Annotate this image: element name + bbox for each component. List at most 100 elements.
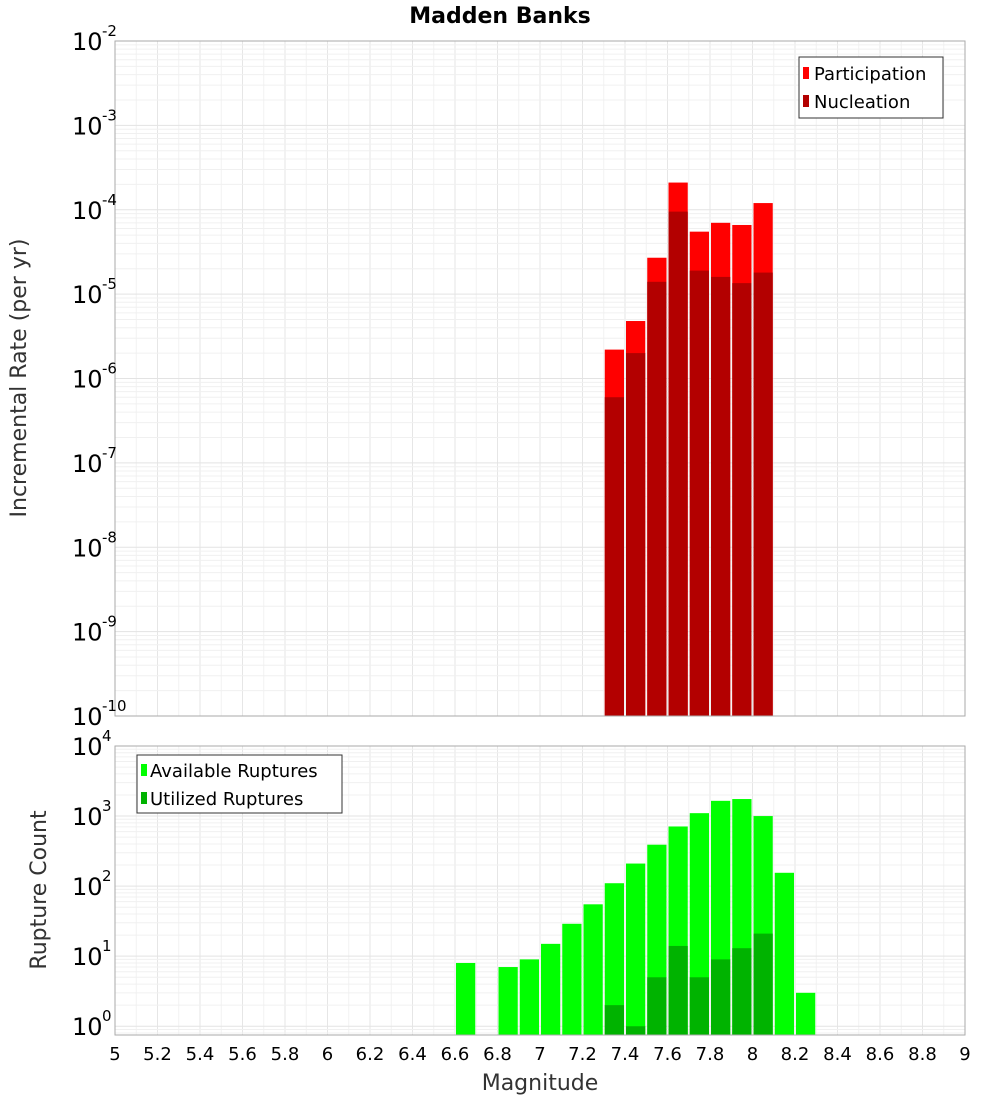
bar-available-ruptures	[541, 943, 561, 1035]
bottom-panel-y-label: Rupture Count	[27, 810, 52, 970]
y-tick-label: 10	[72, 1013, 103, 1041]
legend-swatch-nucleation	[803, 95, 809, 107]
y-tick-exponent: -8	[102, 528, 117, 546]
legend-swatch-available-ruptures	[141, 764, 147, 776]
bar-nucleation	[668, 211, 688, 716]
bar-utilized-ruptures	[711, 959, 731, 1035]
x-tick-label: 7.6	[653, 1044, 682, 1065]
x-tick-label: 7.4	[611, 1044, 640, 1065]
bar-utilized-ruptures	[668, 945, 688, 1035]
bar-utilized-ruptures	[732, 948, 752, 1035]
x-tick-label: 7.8	[696, 1044, 725, 1065]
bar-nucleation	[689, 270, 709, 716]
y-tick-exponent: -9	[102, 613, 117, 631]
y-tick-label: 10	[72, 366, 103, 394]
y-tick-exponent: -10	[102, 697, 127, 715]
y-tick-label: 10	[72, 197, 103, 225]
chart-title: Madden Banks	[409, 4, 590, 29]
bar-nucleation	[753, 272, 773, 716]
y-tick-exponent: 4	[102, 727, 112, 745]
bar-available-ruptures	[774, 872, 794, 1035]
bottom-panel-bars	[456, 799, 816, 1035]
bar-utilized-ruptures	[604, 1005, 624, 1035]
bar-nucleation	[711, 276, 731, 716]
y-tick-label: 10	[72, 703, 103, 731]
bar-available-ruptures	[604, 883, 624, 1035]
bar-utilized-ruptures	[689, 977, 709, 1035]
top-panel-frame	[114, 40, 966, 717]
y-tick-exponent: 2	[102, 867, 112, 885]
bar-available-ruptures	[456, 962, 476, 1035]
y-tick-exponent: -6	[102, 360, 117, 378]
x-tick-label: 7	[534, 1044, 545, 1065]
legend-label-nucleation: Nucleation	[814, 92, 910, 113]
x-tick-label: 5.6	[228, 1044, 257, 1065]
x-tick-label: 5	[109, 1044, 120, 1065]
x-axis-ticks: 5 5.2 5.4 5.6 5.8 6 6.2 6.4 6.6 6.8 7 7.2 7.4 7.6 7.8 8…	[109, 1044, 970, 1065]
x-tick-label: 8.2	[781, 1044, 810, 1065]
bar-nucleation	[604, 397, 624, 716]
bar-nucleation	[647, 281, 667, 716]
top-panel-legend: Participation Nucleation	[798, 56, 944, 119]
legend-swatch-utilized-ruptures	[141, 792, 147, 804]
y-tick-label: 10	[72, 281, 103, 309]
x-tick-label: 6	[322, 1044, 333, 1065]
y-tick-exponent: -7	[102, 444, 117, 462]
y-tick-label: 10	[72, 28, 103, 56]
top-legend-box	[798, 56, 944, 119]
x-tick-label: 5.8	[271, 1044, 300, 1065]
bar-nucleation	[732, 283, 752, 716]
y-tick-label: 10	[72, 733, 103, 761]
bar-available-ruptures	[498, 967, 518, 1035]
x-tick-label: 7.2	[568, 1044, 597, 1065]
y-tick-exponent: -5	[102, 275, 117, 293]
y-tick-exponent: -4	[102, 191, 117, 209]
legend-label-participation: Participation	[814, 64, 926, 85]
bar-utilized-ruptures	[753, 933, 773, 1035]
bar-available-ruptures	[562, 923, 582, 1035]
bar-utilized-ruptures	[626, 1026, 646, 1035]
x-tick-label: 6.4	[398, 1044, 427, 1065]
bottom-panel-frame	[114, 745, 966, 1036]
x-tick-label: 5.4	[186, 1044, 215, 1065]
y-tick-label: 10	[72, 943, 103, 971]
bottom-legend-box	[136, 754, 343, 814]
legend-label-utilized-ruptures: Utilized Ruptures	[150, 789, 303, 810]
y-tick-label: 10	[72, 450, 103, 478]
y-tick-label: 10	[72, 803, 103, 831]
bar-nucleation	[626, 353, 646, 716]
bar-available-ruptures	[583, 904, 603, 1035]
y-tick-exponent: 3	[102, 797, 112, 815]
bar-available-ruptures	[796, 992, 816, 1035]
top-panel-y-label: Incremental Rate (per yr)	[7, 239, 32, 518]
x-tick-label: 8.6	[866, 1044, 895, 1065]
y-tick-exponent: 1	[102, 937, 112, 955]
y-tick-label: 10	[72, 873, 103, 901]
x-tick-label: 8.4	[823, 1044, 852, 1065]
x-tick-label: 8	[747, 1044, 758, 1065]
x-tick-label: 6.2	[356, 1044, 385, 1065]
bottom-panel-legend: Available Ruptures Utilized Ruptures	[136, 754, 343, 814]
top-panel-bars	[604, 182, 773, 716]
bar-utilized-ruptures	[647, 977, 667, 1035]
y-tick-exponent: -2	[102, 22, 117, 40]
y-tick-exponent: -3	[102, 106, 117, 124]
x-tick-label: 9	[959, 1044, 970, 1065]
legend-label-available-ruptures: Available Ruptures	[150, 761, 318, 782]
y-tick-exponent: 0	[102, 1007, 112, 1025]
y-tick-label: 10	[72, 112, 103, 140]
bar-available-ruptures	[519, 959, 539, 1035]
legend-swatch-participation	[803, 67, 809, 79]
y-tick-label: 10	[72, 534, 103, 562]
y-tick-label: 10	[72, 619, 103, 647]
x-axis-label: Magnitude	[482, 1071, 599, 1096]
bar-available-ruptures	[626, 863, 646, 1035]
x-tick-label: 8.8	[908, 1044, 937, 1065]
x-tick-label: 6.6	[441, 1044, 470, 1065]
x-tick-label: 6.8	[483, 1044, 512, 1065]
x-tick-label: 5.2	[143, 1044, 172, 1065]
top-panel-grid	[114, 40, 966, 717]
